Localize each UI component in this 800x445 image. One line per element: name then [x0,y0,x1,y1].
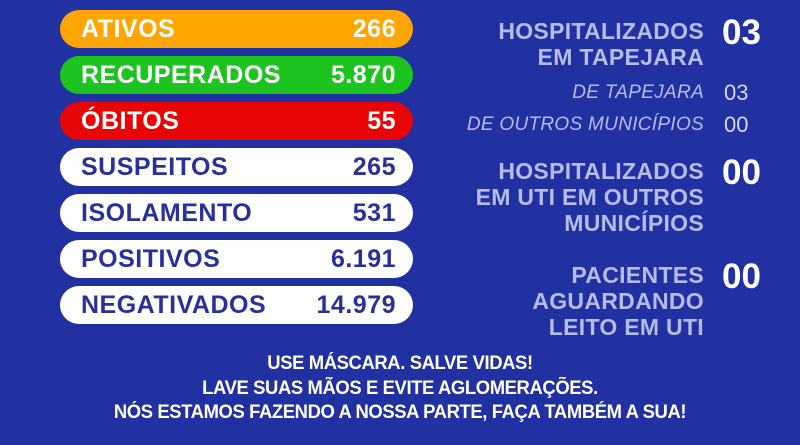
stat-label: NEGATIVADOS [81,290,267,319]
hospitalized-uti-outros-label: HOSPITALIZADOS EM UTI EM OUTROS MUNICÍPI… [440,158,704,236]
stat-label: SUSPEITOS [81,152,229,181]
footer-message-3: NÓS ESTAMOS FAZENDO A NOSSA PARTE, FAÇA … [113,402,687,423]
stat-label: POSITIVOS [81,244,221,273]
patients-waiting-uti-value: 00 [722,257,761,296]
stats-pill-list: ATIVOS 266 RECUPERADOS 5.870 ÓBITOS 55 S… [60,10,413,324]
breakdown-outros-municipios-row: DE OUTROS MUNICÍPIOS 00 [440,112,792,138]
stat-pill-obitos: ÓBITOS 55 [60,102,413,140]
stat-pill-negativados: NEGATIVADOS 14.979 [60,286,413,324]
stat-label: ISOLAMENTO [81,198,253,227]
hospital-panel: HOSPITALIZADOS EM TAPEJARA 03 DE TAPEJAR… [440,12,792,340]
label-line: MUNICÍPIOS [564,210,704,236]
hospitalized-tapejara-row: HOSPITALIZADOS EM TAPEJARA 03 [440,13,792,70]
stat-value: 14.979 [316,290,396,319]
breakdown-label: DE OUTROS MUNICÍPIOS [466,114,704,135]
stat-pill-recuperados: RECUPERADOS 5.870 [60,56,413,94]
stat-value: 5.870 [330,60,396,89]
patients-waiting-uti-label: PACIENTES AGUARDANDO LEITO EM UTI [440,262,704,340]
label-line: AGUARDANDO [532,288,704,314]
breakdown-label: DE TAPEJARA [572,82,704,103]
footer-message-1: USE MÁSCARA. SALVE VIDAS! [267,353,533,374]
stat-value: 266 [352,14,396,43]
stat-pill-positivos: POSITIVOS 6.191 [60,240,413,278]
stat-label: ÓBITOS [81,106,180,135]
stat-value: 531 [352,198,396,227]
label-line: LEITO EM UTI [548,314,704,340]
patients-waiting-uti-row: PACIENTES AGUARDANDO LEITO EM UTI 00 [440,257,792,340]
label-line: HOSPITALIZADOS [498,158,704,184]
stat-pill-ativos: ATIVOS 266 [60,10,413,48]
footer-message-2: LAVE SUAS MÃOS E EVITE AGLOMERAÇÕES. [202,377,598,399]
breakdown-de-tapejara-row: DE TAPEJARA 03 [440,80,792,106]
stat-pill-suspeitos: SUSPEITOS 265 [60,148,413,186]
label-line: EM UTI EM OUTROS [475,184,704,210]
footer-messages: USE MÁSCARA. SALVE VIDAS! LAVE SUAS MÃOS… [0,352,800,426]
stat-pill-isolamento: ISOLAMENTO 531 [60,194,413,232]
stat-value: 265 [352,152,396,181]
breakdown-value: 00 [724,112,749,137]
hospitalized-tapejara-value: 03 [722,13,761,52]
breakdown-value: 03 [724,80,749,105]
stat-label: ATIVOS [81,14,176,43]
stat-label: RECUPERADOS [81,60,281,89]
hospitalized-uti-outros-value: 00 [722,153,761,192]
stat-value: 6.191 [330,244,396,273]
stat-value: 55 [367,106,396,135]
label-line: EM TAPEJARA [537,44,704,70]
hospitalized-tapejara-label: HOSPITALIZADOS EM TAPEJARA [440,18,704,70]
label-line: HOSPITALIZADOS [498,18,704,44]
hospitalized-uti-outros-row: HOSPITALIZADOS EM UTI EM OUTROS MUNICÍPI… [440,153,792,236]
label-line: PACIENTES [571,262,704,288]
